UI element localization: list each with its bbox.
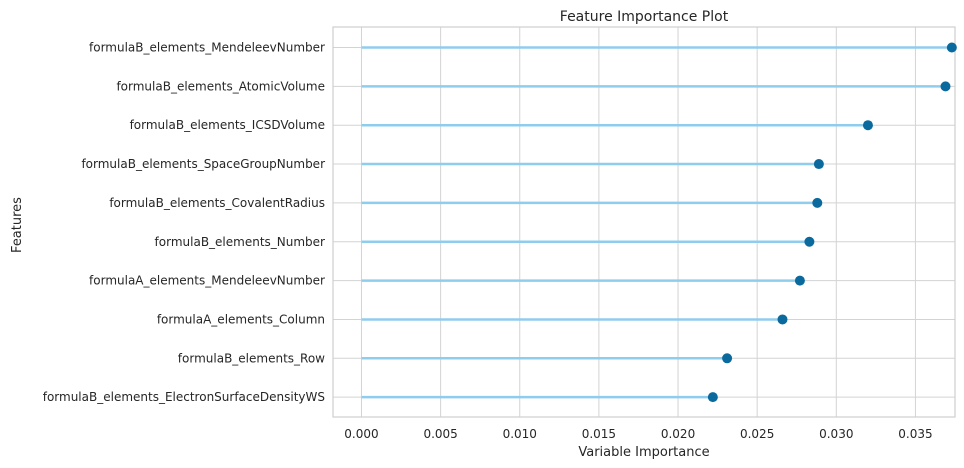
feature-label: formulaB_elements_ElectronSurfaceDensity…: [43, 390, 325, 404]
stem-layer: [361, 46, 952, 399]
importance-marker: [946, 42, 957, 53]
marker-layer: [707, 42, 957, 403]
feature-label: formulaB_elements_Row: [178, 351, 325, 365]
importance-marker: [813, 159, 824, 170]
feature-label: formulaB_elements_Number: [155, 235, 326, 249]
x-tick-label: 0.035: [898, 427, 932, 441]
x-tick-label: 0.030: [819, 427, 853, 441]
x-tick-label: 0.010: [503, 427, 537, 441]
importance-marker: [812, 197, 823, 208]
feature-label: formulaA_elements_MendeleevNumber: [89, 274, 325, 288]
x-tick-labels: 0.000 0.005 0.010 0.015 0.020 0.025 0.030 0.035: [344, 427, 932, 441]
y-axis-label: Features: [10, 197, 25, 253]
feature-label: formulaB_elements_CovalentRadius: [109, 196, 325, 210]
x-tick-label: 0.005: [423, 427, 457, 441]
feature-label: formulaB_elements_AtomicVolume: [116, 79, 325, 93]
x-tick-label: 0.015: [582, 427, 616, 441]
feature-label: formulaB_elements_MendeleevNumber: [89, 41, 325, 55]
x-tick-label: 0.025: [740, 427, 774, 441]
feature-label: formulaB_elements_SpaceGroupNumber: [81, 157, 325, 171]
chart-title: Feature Importance Plot: [560, 9, 729, 25]
importance-marker: [722, 353, 733, 364]
importance-marker: [940, 81, 951, 92]
feature-label: formulaA_elements_Column: [157, 312, 325, 326]
importance-marker: [862, 120, 873, 131]
importance-marker: [804, 236, 815, 247]
x-axis-label: Variable Importance: [578, 445, 709, 460]
x-tick-label: 0.000: [344, 427, 378, 441]
plot-frame: [332, 26, 956, 418]
importance-marker: [794, 275, 805, 286]
y-tick-labels: formulaB_elements_MendeleevNumberformula…: [43, 41, 325, 405]
x-tick-label: 0.020: [661, 427, 695, 441]
importance-marker: [707, 392, 718, 403]
importance-marker: [777, 314, 788, 325]
feature-label: formulaB_elements_ICSDVolume: [130, 118, 325, 132]
